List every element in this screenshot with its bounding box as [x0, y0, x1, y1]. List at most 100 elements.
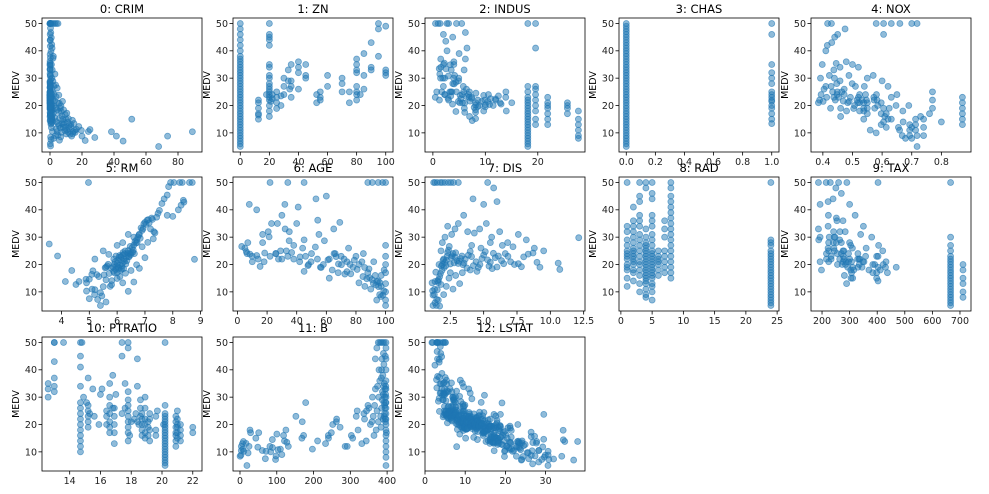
y-tick-label: 40	[216, 365, 228, 376]
data-point	[913, 143, 921, 150]
data-point	[429, 302, 437, 309]
data-point	[636, 179, 644, 186]
data-point	[636, 280, 644, 288]
data-point	[818, 61, 826, 68]
data-point	[823, 93, 831, 101]
x-tick-label: 40	[292, 157, 304, 168]
y-tick-label: 20	[216, 101, 228, 112]
y-tick-label: 50	[216, 19, 228, 30]
y-axis-label: MEDV	[11, 71, 22, 99]
y-tick-label: 30	[408, 74, 420, 85]
data-point	[105, 250, 113, 258]
data-point	[532, 20, 539, 27]
data-point	[298, 418, 306, 426]
data-point	[144, 238, 152, 246]
y-tick-label: 40	[408, 46, 420, 57]
data-point	[825, 72, 833, 79]
x-tick-label: 200	[813, 316, 831, 327]
data-point	[122, 269, 129, 277]
data-point	[860, 222, 867, 230]
y-tick-label: 10	[794, 128, 806, 139]
data-point	[830, 228, 838, 236]
data-point	[61, 278, 69, 285]
data-point	[648, 179, 656, 186]
data-point	[113, 275, 121, 282]
data-point	[843, 107, 850, 115]
data-point	[325, 274, 333, 282]
data-point	[497, 410, 504, 418]
data-point	[661, 233, 669, 241]
data-point	[133, 355, 141, 363]
x-tick-label: 8	[170, 316, 176, 327]
data-point	[324, 82, 331, 90]
data-point	[277, 102, 285, 109]
data-point	[874, 179, 882, 186]
data-point	[78, 339, 86, 346]
data-point	[189, 423, 197, 431]
data-point	[44, 393, 52, 401]
data-point	[874, 252, 882, 260]
data-point	[77, 363, 84, 371]
data-point	[48, 61, 55, 68]
data-point	[816, 233, 824, 241]
data-point	[352, 412, 360, 420]
data-point	[300, 236, 308, 244]
y-tick-label: 50	[216, 338, 228, 349]
data-point	[146, 437, 154, 445]
data-point	[345, 99, 353, 107]
data-point	[863, 74, 871, 82]
data-point	[91, 134, 99, 141]
data-point	[433, 286, 441, 294]
data-point	[460, 104, 468, 112]
data-point	[947, 179, 954, 186]
data-point	[480, 409, 488, 416]
data-point	[113, 132, 120, 140]
data-point	[839, 217, 847, 225]
data-point	[849, 61, 856, 68]
data-point	[97, 302, 104, 309]
data-point	[177, 421, 184, 428]
data-point	[236, 20, 244, 27]
data-point	[629, 277, 637, 285]
data-point	[913, 20, 921, 27]
data-point	[817, 91, 825, 98]
data-point	[464, 228, 472, 236]
data-point	[328, 266, 336, 274]
y-tick-label: 40	[216, 46, 228, 57]
data-point	[488, 233, 496, 241]
data-point	[290, 255, 298, 263]
y-tick-label: 20	[408, 420, 420, 431]
data-point	[439, 82, 447, 90]
data-point	[768, 69, 776, 77]
data-point	[110, 429, 118, 437]
data-point	[468, 117, 476, 124]
data-point	[496, 228, 504, 236]
data-point	[899, 107, 907, 115]
data-point	[498, 241, 506, 249]
x-tick-label: 40	[291, 316, 303, 327]
x-tick-label: 10.0	[540, 316, 561, 327]
data-point	[169, 212, 177, 220]
data-point	[490, 184, 498, 192]
data-point	[495, 92, 502, 100]
data-point	[312, 195, 320, 203]
data-point	[836, 77, 844, 85]
data-point	[325, 255, 333, 263]
x-tick-label: 22	[187, 476, 199, 487]
data-point	[382, 429, 390, 437]
y-tick-label: 10	[794, 287, 806, 298]
x-tick-label: 0.0	[619, 157, 634, 168]
data-point	[558, 452, 566, 460]
data-point	[382, 393, 390, 401]
data-point	[259, 231, 267, 238]
data-point	[374, 277, 382, 285]
data-point	[636, 192, 644, 200]
data-point	[887, 20, 895, 27]
data-point	[478, 98, 486, 105]
data-point	[448, 379, 455, 387]
plot-frame	[41, 176, 203, 312]
data-point	[840, 272, 848, 279]
data-point	[574, 438, 582, 445]
